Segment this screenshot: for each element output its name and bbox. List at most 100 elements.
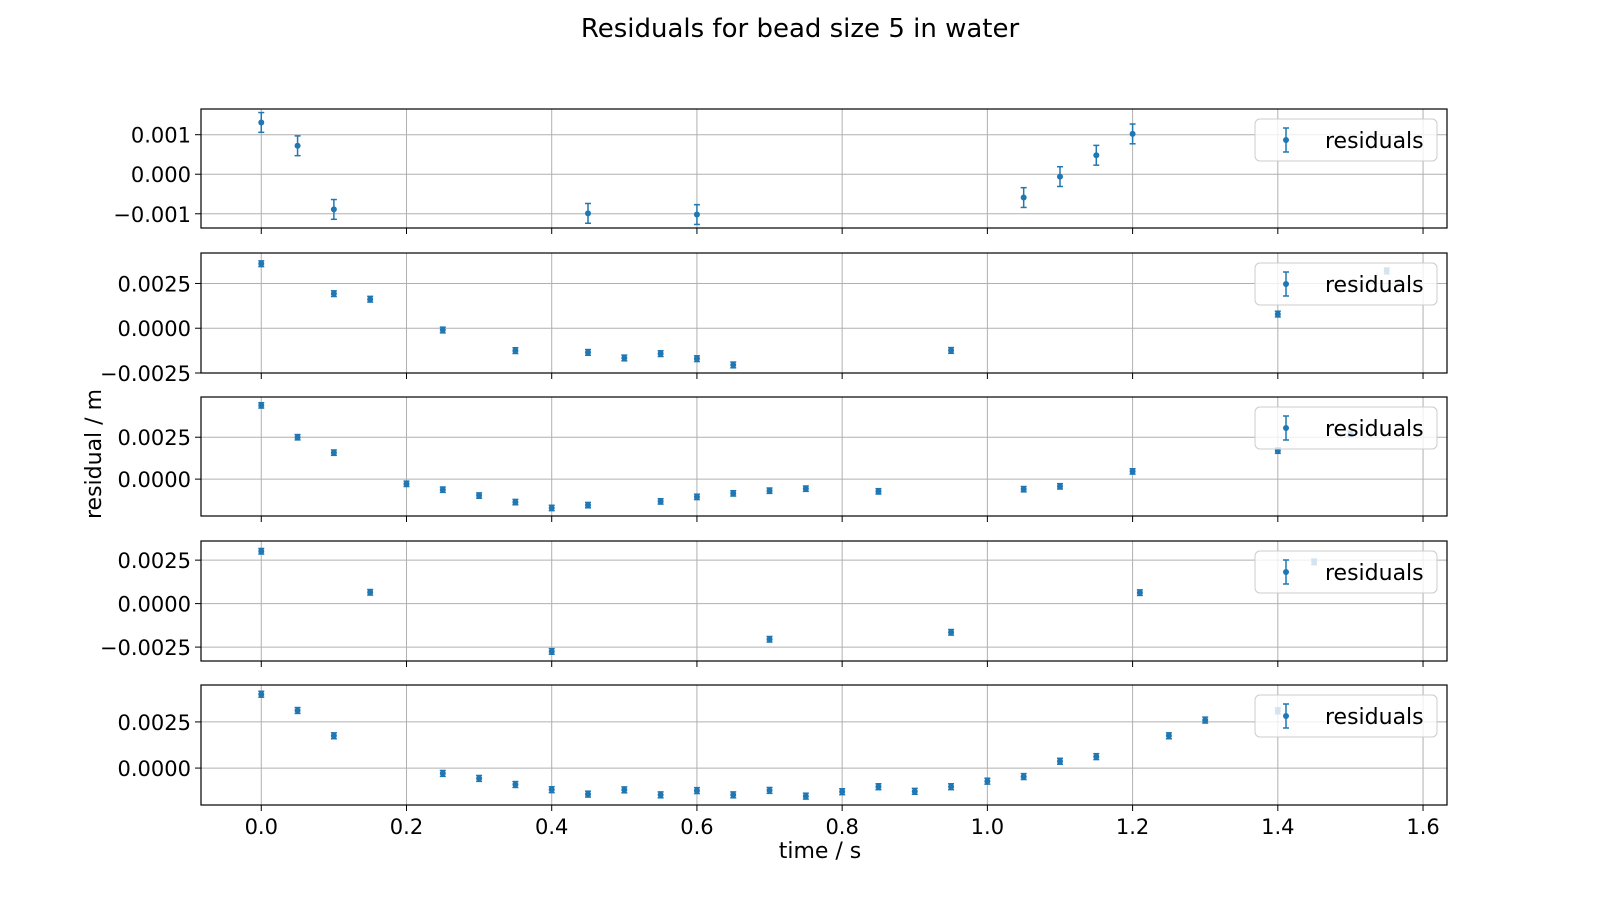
data-point (512, 780, 519, 789)
data-point (948, 783, 955, 791)
data-point (693, 203, 700, 226)
grid-lines (201, 109, 1447, 228)
data-point (439, 326, 446, 334)
y-tick-label: 0.000 (131, 163, 191, 187)
data-point (585, 501, 592, 509)
data-point (948, 628, 955, 636)
marker (730, 361, 737, 368)
x-tick-label: 0.6 (680, 815, 713, 839)
data-point (1165, 732, 1172, 740)
marker (367, 589, 374, 596)
data-point (621, 786, 628, 794)
marker (839, 788, 846, 795)
marker (1093, 152, 1100, 159)
x-tick-label: 1.2 (1116, 815, 1149, 839)
marker (984, 778, 991, 785)
marker (657, 791, 664, 798)
marker (439, 486, 446, 493)
data-point (693, 355, 700, 363)
data-point (258, 547, 265, 555)
marker (948, 783, 955, 790)
data-point (984, 777, 991, 785)
data-point (512, 498, 519, 506)
legend-label: residuals (1325, 561, 1424, 586)
marker (548, 786, 555, 793)
data-point (294, 433, 301, 441)
data-point (258, 111, 265, 134)
data-series (258, 401, 1354, 512)
data-point (693, 786, 700, 795)
data-point (548, 504, 555, 512)
marker (439, 327, 446, 334)
marker (1056, 758, 1063, 765)
data-point (766, 786, 773, 795)
data-point (875, 487, 882, 495)
marker (1136, 589, 1143, 596)
data-point (403, 480, 410, 488)
y-tick-label: 0.0025 (118, 272, 191, 296)
marker (367, 296, 374, 303)
marker (911, 788, 918, 795)
legend: residuals (1254, 118, 1438, 162)
legend-marker (1283, 281, 1289, 287)
data-point (657, 791, 664, 799)
grid-lines (201, 541, 1447, 661)
marker (730, 791, 737, 798)
marker (585, 502, 592, 509)
legend-marker (1283, 713, 1289, 719)
marker (585, 210, 592, 217)
legend-box (1254, 406, 1438, 450)
marker (258, 548, 265, 555)
marker (948, 629, 955, 636)
figure-title: Residuals for bead size 5 in water (581, 14, 1020, 44)
data-point (1056, 165, 1063, 188)
data-point (730, 791, 737, 799)
data-point (1129, 467, 1136, 475)
data-point (911, 787, 918, 796)
axes-frame (200, 684, 1448, 806)
data-point (548, 785, 555, 794)
x-tick-label: 0.2 (390, 815, 423, 839)
marker (621, 354, 628, 361)
data-point (730, 489, 737, 497)
legend: residuals (1254, 406, 1438, 450)
legend-label: residuals (1325, 273, 1424, 298)
data-point (1274, 310, 1281, 318)
marker (585, 791, 592, 798)
marker (548, 648, 555, 655)
marker (258, 402, 265, 409)
marker (948, 347, 955, 354)
marker (693, 493, 700, 500)
data-point (1093, 752, 1100, 761)
data-point (766, 635, 773, 643)
data-point (330, 198, 337, 221)
marker (512, 347, 519, 354)
marker (548, 504, 555, 511)
data-series (258, 260, 1390, 369)
data-point (802, 792, 809, 800)
x-axis-label: time / s (779, 839, 862, 864)
y-tick-label: −0.001 (113, 203, 191, 227)
marker (802, 793, 809, 800)
data-point (512, 346, 519, 355)
data-point (585, 348, 592, 357)
data-series (258, 111, 1136, 226)
marker (330, 206, 337, 213)
data-point (476, 774, 483, 783)
marker (875, 488, 882, 495)
legend: residuals (1254, 550, 1438, 594)
marker (621, 786, 628, 793)
marker (258, 691, 265, 698)
marker (294, 142, 301, 149)
legend-label: residuals (1325, 129, 1424, 154)
y-tick-label: 0.0025 (118, 711, 191, 735)
data-point (258, 401, 265, 409)
marker (693, 211, 700, 218)
y-tick-label: −0.0025 (100, 636, 191, 660)
marker (439, 770, 446, 777)
data-point (367, 588, 374, 596)
y-tick-label: 0.0025 (118, 426, 191, 450)
legend: residuals (1254, 262, 1438, 306)
